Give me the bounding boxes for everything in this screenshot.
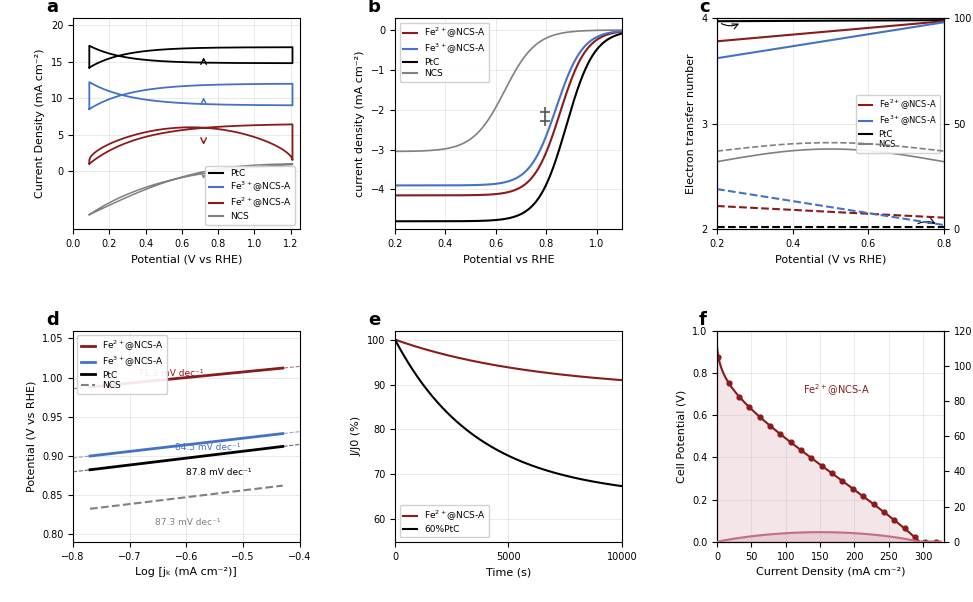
Text: 87.3 mV dec⁻¹: 87.3 mV dec⁻¹	[155, 518, 221, 527]
Y-axis label: Potential (V vs RHE): Potential (V vs RHE)	[26, 380, 36, 492]
Point	[804, 453, 819, 463]
Text: f: f	[699, 311, 706, 329]
Point	[907, 533, 922, 542]
Point	[762, 421, 777, 430]
Text: a: a	[46, 0, 57, 16]
Point	[783, 438, 799, 447]
Legend: Fe$^{2+}$@NCS-A, Fe$^{3+}$@NCS-A, PtC, NCS: Fe$^{2+}$@NCS-A, Fe$^{3+}$@NCS-A, PtC, N…	[400, 22, 489, 81]
Point	[846, 484, 861, 494]
Point	[855, 491, 871, 501]
Text: c: c	[699, 0, 709, 16]
Y-axis label: Electron transfer number: Electron transfer number	[686, 54, 696, 194]
Y-axis label: current density (mA cm⁻²): current density (mA cm⁻²)	[355, 51, 365, 197]
Text: e: e	[368, 311, 380, 329]
Legend: Fe$^{2+}$@NCS-A, 60%PtC: Fe$^{2+}$@NCS-A, 60%PtC	[400, 505, 489, 538]
Point	[773, 429, 788, 439]
Point	[814, 461, 830, 471]
Point	[918, 537, 933, 547]
Point	[752, 412, 768, 421]
Text: Fe$^{2+}$@NCS-A: Fe$^{2+}$@NCS-A	[803, 382, 870, 398]
Text: 87.8 mV dec⁻¹: 87.8 mV dec⁻¹	[187, 468, 252, 477]
Point	[866, 499, 882, 509]
Text: 84.5 mV dec⁻¹: 84.5 mV dec⁻¹	[175, 443, 240, 452]
Legend: Fe$^{2+}$@NCS-A, Fe$^{3+}$@NCS-A, PtC, NCS: Fe$^{2+}$@NCS-A, Fe$^{3+}$@NCS-A, PtC, N…	[78, 335, 167, 394]
Point	[732, 392, 747, 402]
Text: d: d	[46, 311, 58, 329]
Point	[824, 468, 840, 478]
Point	[928, 537, 944, 547]
Point	[793, 445, 809, 455]
X-axis label: Log [jₖ (mA cm⁻²)]: Log [jₖ (mA cm⁻²)]	[135, 567, 237, 577]
Point	[835, 476, 850, 486]
Point	[710, 352, 726, 362]
Y-axis label: Cell Potential (V): Cell Potential (V)	[676, 389, 686, 483]
X-axis label: Potential vs RHE: Potential vs RHE	[462, 255, 555, 264]
Point	[876, 507, 891, 517]
Legend: PtC, Fe$^{3+}$@NCS-A, Fe$^{2+}$@NCS-A, NCS: PtC, Fe$^{3+}$@NCS-A, Fe$^{2+}$@NCS-A, N…	[205, 166, 295, 225]
Point	[721, 378, 737, 388]
Point	[741, 403, 757, 412]
X-axis label: Potential (V vs RHE): Potential (V vs RHE)	[130, 255, 242, 264]
X-axis label: Potential (V vs RHE): Potential (V vs RHE)	[775, 255, 886, 264]
Y-axis label: J/J0 (%): J/J0 (%)	[351, 416, 361, 456]
Point	[886, 515, 902, 525]
X-axis label: Time (s): Time (s)	[486, 567, 531, 577]
Y-axis label: Current Density (mA cm⁻²): Current Density (mA cm⁻²)	[35, 49, 46, 199]
Text: 71.3 mV dec⁻¹: 71.3 mV dec⁻¹	[138, 369, 203, 378]
Point	[897, 524, 913, 533]
Legend: Fe$^{2+}$@NCS-A, Fe$^{3+}$@NCS-A, PtC, NCS: Fe$^{2+}$@NCS-A, Fe$^{3+}$@NCS-A, PtC, N…	[856, 95, 940, 153]
Text: b: b	[368, 0, 380, 16]
X-axis label: Current Density (mA cm⁻²): Current Density (mA cm⁻²)	[756, 567, 905, 577]
